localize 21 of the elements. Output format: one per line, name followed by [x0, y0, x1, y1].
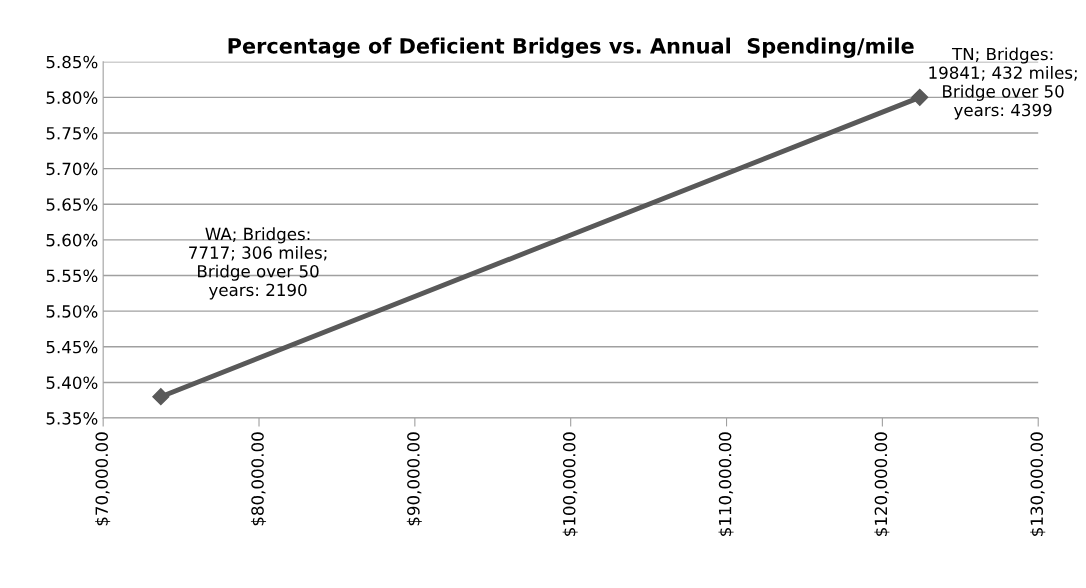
y-tick-label: 5.50%	[46, 305, 98, 318]
y-tick-label: 5.55%	[46, 269, 98, 283]
x-tick-label: $70,000.00	[95, 432, 111, 526]
x-tick-label: $80,000.00	[250, 432, 267, 526]
y-tick-label: 5.85%	[46, 55, 98, 69]
y-tick-label: 5.80%	[46, 91, 98, 104]
x-tick-label: $90,000.00	[406, 432, 422, 526]
y-tick-label: 5.65%	[46, 198, 98, 211]
chart-title: Percentage of Deficient Bridges vs. Annual Spending/mile	[228, 37, 914, 58]
y-tick-label: 5.70%	[46, 162, 98, 176]
x-tick-label: $100,000.00	[562, 432, 578, 536]
annotation: WA; Bridges: 7717; 306 miles; Bridge over 50 years: 2190	[189, 227, 327, 300]
x-tick-label: $120,000.00	[874, 432, 890, 536]
y-tick-label: 5.60%	[46, 233, 98, 247]
annotation: TN; Bridges: 19841; 432 miles; Bridge over 50 years: 4399	[929, 47, 1077, 120]
y-tick-label: 5.35%	[46, 412, 98, 425]
y-tick-label: 5.75%	[46, 126, 98, 140]
x-tick-label: $110,000.00	[718, 432, 734, 536]
y-tick-label: 5.40%	[46, 376, 98, 389]
x-tick-label: $130,000.00	[1030, 432, 1046, 536]
y-tick-label: 5.45%	[46, 340, 98, 354]
